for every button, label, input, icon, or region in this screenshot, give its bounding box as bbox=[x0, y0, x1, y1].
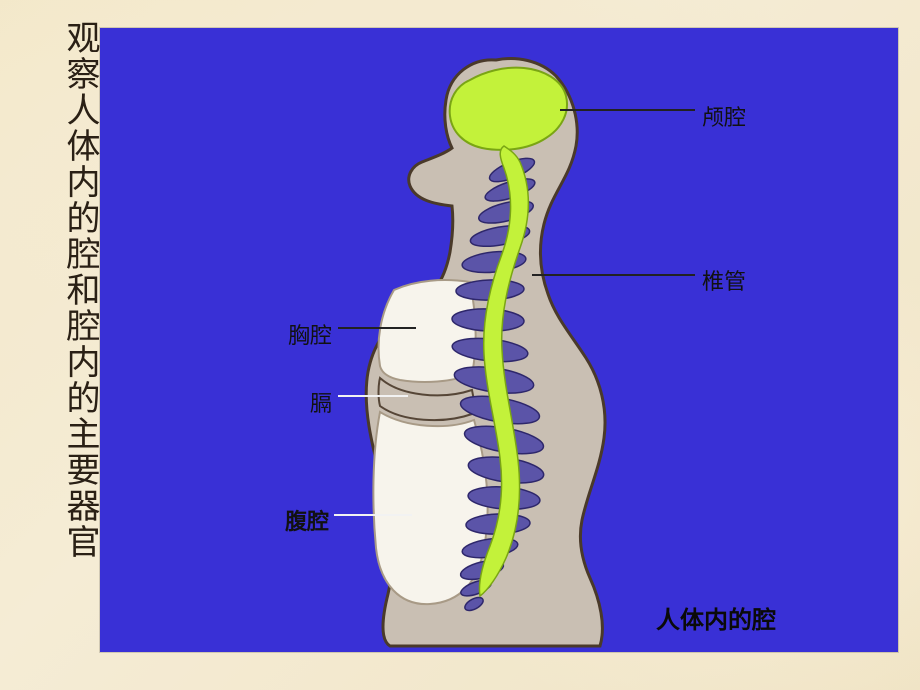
label-diaphragm: 膈 bbox=[310, 386, 332, 418]
vertical-title: 观察人体内的腔和腔内的主要器官 bbox=[62, 20, 96, 680]
diagram-caption: 人体内的腔 bbox=[656, 600, 776, 635]
label-vertebral-canal: 椎管 bbox=[702, 264, 746, 296]
label-abdominal-cavity: 腹腔 bbox=[285, 504, 329, 536]
label-cranial-cavity: 颅腔 bbox=[702, 100, 746, 132]
anatomy-figure bbox=[100, 28, 898, 652]
diagram-panel: 颅腔 椎管 胸腔 膈 腹腔 人体内的腔 bbox=[100, 28, 898, 652]
label-thoracic-cavity: 胸腔 bbox=[288, 318, 332, 350]
diagram-svg-wrap bbox=[100, 28, 898, 652]
